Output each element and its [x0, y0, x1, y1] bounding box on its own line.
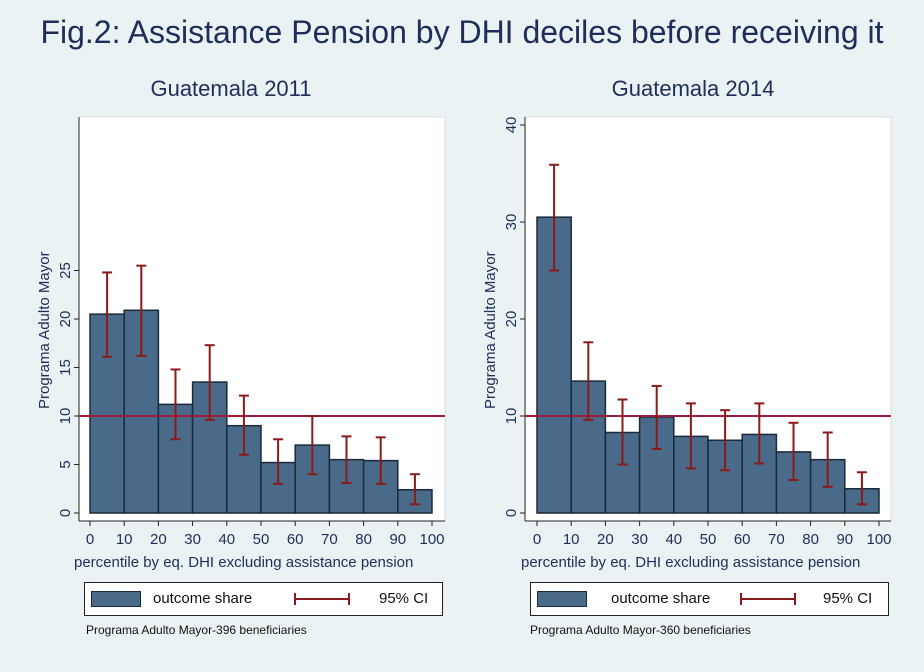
legend-bar-label: outcome share	[611, 590, 711, 607]
x-tick-label: 80	[355, 531, 372, 548]
y-tick-label: 15	[57, 359, 74, 376]
y-axis-label: Programa Adulto Mayor	[482, 251, 499, 409]
x-tick-label: 60	[734, 531, 751, 548]
x-axis-label: percentile by eq. DHI excluding assistan…	[521, 554, 861, 571]
y-tick-label: 0	[503, 509, 520, 517]
x-tick-label: 30	[631, 531, 648, 548]
y-tick-label: 25	[57, 262, 74, 279]
legend-ci-symbol	[294, 593, 350, 605]
plot-area-2014: 0 10 20 30 40 0 10 20 30 40 50 60 70 80 90 100	[503, 116, 892, 548]
chart-title: Guatemala 2011	[150, 76, 312, 101]
x-tick-label: 10	[563, 531, 580, 548]
legend: outcome share 95% CI	[530, 582, 889, 616]
x-tick-label: 30	[184, 531, 201, 548]
x-tick-label: 60	[287, 531, 304, 548]
x-tick-label: 20	[597, 531, 614, 548]
x-tick-label: 70	[768, 531, 785, 548]
x-tick-label: 50	[700, 531, 717, 548]
chart-title: Guatemala 2014	[611, 76, 775, 101]
y-tick-label: 10	[503, 408, 520, 425]
y-tick-label: 0	[57, 509, 74, 517]
x-axis-label: percentile by eq. DHI excluding assistan…	[74, 554, 414, 571]
chart-panel-2014: Guatemala 2014 0 10 20 30 40 0 10 20 30 40 50 60 70 8…	[462, 60, 924, 660]
legend-bar-label: outcome share	[153, 590, 253, 607]
y-tick-label: 10	[57, 408, 74, 425]
bar	[123, 309, 160, 514]
x-tick-label: 90	[389, 531, 406, 548]
legend-ci-label: 95% CI	[379, 590, 429, 607]
legend-bar-swatch	[91, 591, 141, 607]
x-tick-label: 10	[116, 531, 133, 548]
x-tick-label: 40	[218, 531, 235, 548]
x-tick-label: 50	[253, 531, 270, 548]
x-tick-label: 40	[665, 531, 682, 548]
chart-note: Programa Adulto Mayor-360 beneficiaries	[530, 623, 751, 637]
y-tick-label: 20	[503, 311, 520, 328]
legend-bar-swatch	[537, 591, 587, 607]
y-tick-label: 40	[503, 117, 520, 134]
figure-title: Fig.2: Assistance Pension by DHI deciles…	[40, 14, 884, 50]
plot-area-2011: 0 5 10 15 20 25 0 10 20 30 40 50 60 70 80 90 100	[57, 116, 446, 548]
y-tick-label: 20	[57, 311, 74, 328]
legend-ci-symbol	[740, 593, 796, 605]
x-tick-label: 70	[321, 531, 338, 548]
x-tick-label: 100	[419, 531, 444, 548]
x-tick-label: 0	[86, 531, 94, 548]
y-tick-label: 30	[503, 214, 520, 231]
legend: outcome share 95% CI	[84, 582, 443, 616]
legend-ci-label: 95% CI	[823, 590, 873, 607]
x-tick-label: 0	[533, 531, 541, 548]
x-tick-label: 80	[802, 531, 819, 548]
x-tick-label: 100	[866, 531, 891, 548]
x-tick-label: 20	[150, 531, 167, 548]
chart-note: Programa Adulto Mayor-396 beneficiaries	[86, 623, 307, 637]
chart-panel-2011: Guatemala 2011 0 5 10 15 20 25 0 10 20 30 40 50 60 70…	[0, 60, 462, 660]
y-axis-label: Programa Adulto Mayor	[36, 251, 53, 409]
x-tick-label: 90	[836, 531, 853, 548]
y-tick-label: 5	[57, 460, 74, 468]
